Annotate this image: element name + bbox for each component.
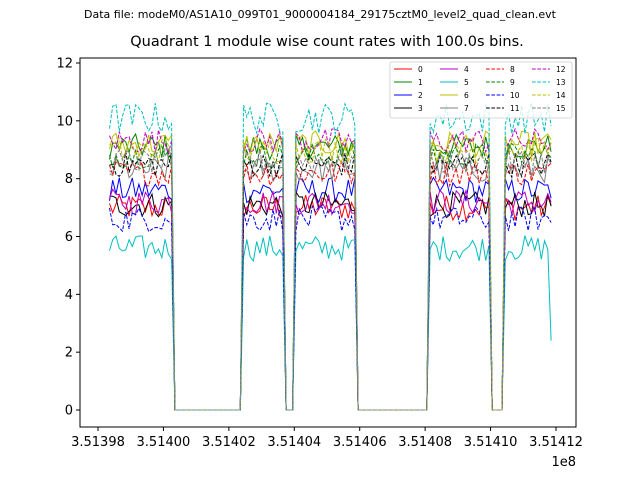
legend-label-13: 13 [556, 78, 566, 87]
legend-label-9: 9 [510, 78, 515, 87]
legend-label-2: 2 [418, 91, 423, 100]
y-tick-label: 8 [65, 172, 73, 187]
x-tick-label: 3.51400 [137, 435, 191, 450]
y-tick-label: 10 [56, 114, 73, 129]
legend-label-3: 3 [418, 104, 423, 113]
legend-label-1: 1 [418, 78, 423, 87]
legend-label-0: 0 [418, 65, 423, 74]
legend-label-8: 8 [510, 65, 515, 74]
series-line-11 [109, 151, 552, 411]
legend-label-6: 6 [464, 91, 469, 100]
legend-label-10: 10 [510, 91, 520, 100]
figure-suptitle: Data file: modeM0/AS1A10_099T01_90000041… [84, 8, 556, 21]
y-tick-label: 2 [65, 346, 73, 361]
y-tick-label: 0 [65, 404, 73, 419]
legend-label-7: 7 [464, 104, 469, 113]
x-tick-label: 3.51408 [398, 435, 452, 450]
series-line-15 [109, 147, 552, 411]
y-tick-label: 12 [56, 57, 73, 72]
legend-label-12: 12 [556, 65, 566, 74]
legend-label-15: 15 [556, 104, 566, 113]
x-tick-label: 3.51402 [202, 435, 256, 450]
legend-box [389, 61, 573, 119]
axes-frame [79, 57, 577, 428]
chart-title: Quadrant 1 module wise count rates with … [130, 34, 524, 50]
x-tick-label: 3.51406 [333, 435, 387, 450]
legend-label-14: 14 [556, 91, 566, 100]
legend-label-11: 11 [510, 104, 520, 113]
x-tick-label: 3.51410 [464, 435, 518, 450]
x-axis-offset-label: 1e8 [551, 455, 576, 470]
legend-label-5: 5 [464, 78, 469, 87]
x-tick-label: 3.51412 [529, 435, 583, 450]
series-line-10 [109, 204, 552, 411]
y-tick-label: 6 [65, 230, 73, 245]
plot-area [80, 58, 576, 427]
x-tick-label: 3.51404 [267, 435, 321, 450]
x-tick-label: 3.51398 [71, 435, 125, 450]
legend-label-4: 4 [464, 65, 469, 74]
y-tick-label: 4 [65, 288, 73, 303]
